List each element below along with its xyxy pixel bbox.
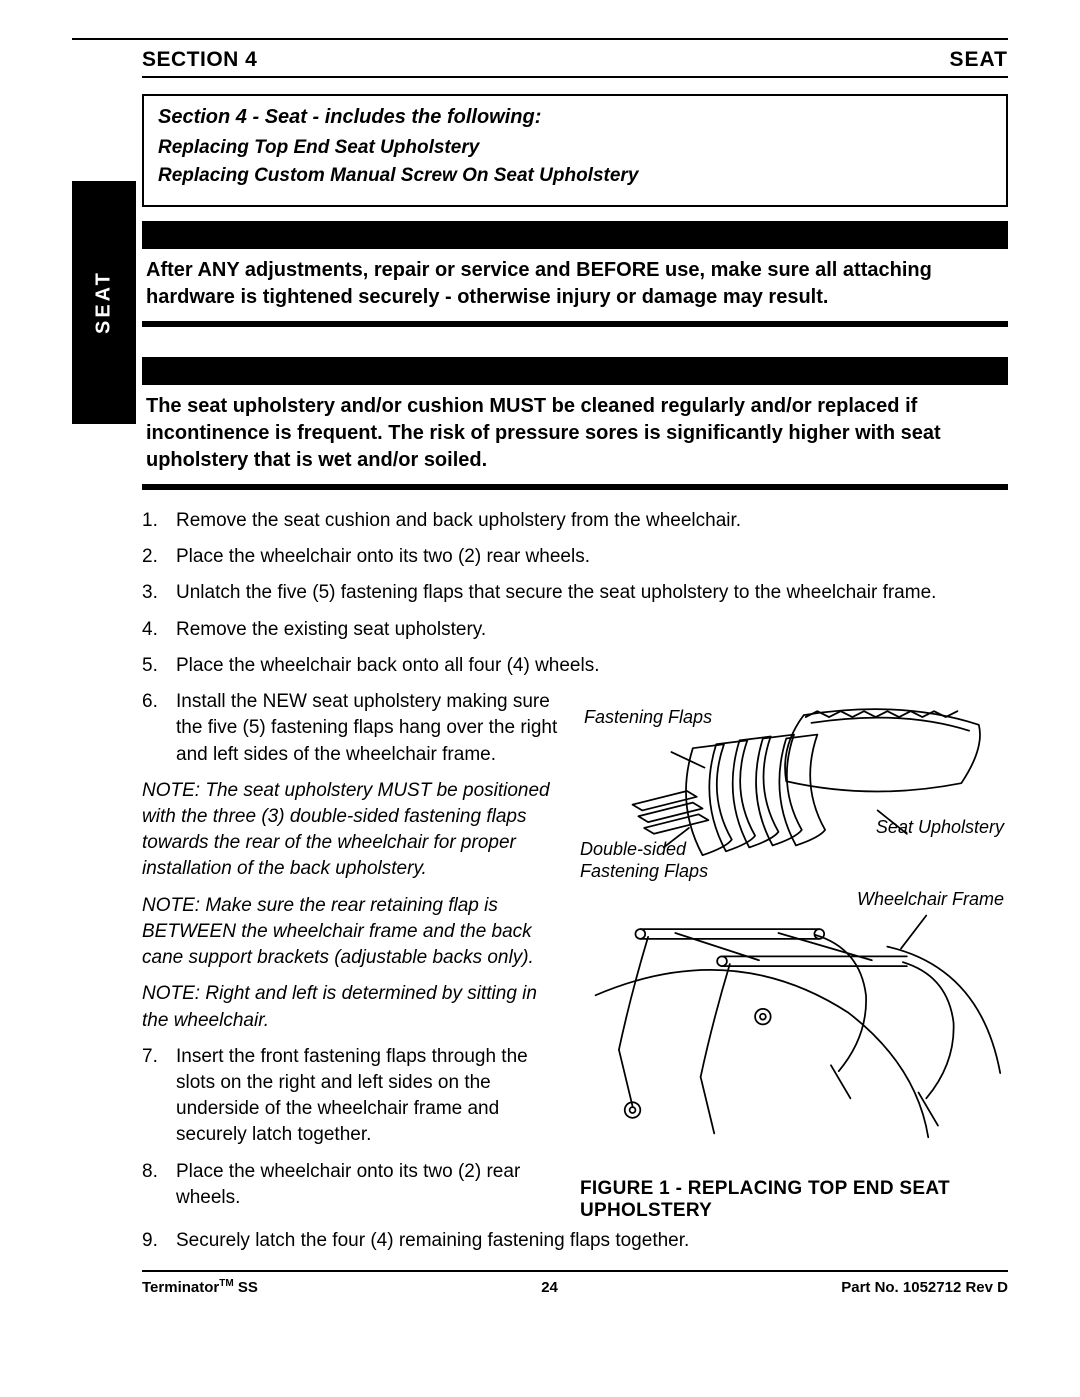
figure-caption: FIGURE 1 - REPLACING TOP END SEAT UPHOLS… [580, 1178, 1008, 1222]
step-item: Install the NEW seat upholstery making s… [142, 689, 562, 768]
includes-item: Replacing Top End Seat Upholstery [158, 137, 992, 159]
step-item: Unlatch the five (5) fastening flaps tha… [142, 580, 1008, 606]
warning-bar [142, 221, 1008, 249]
two-column-region: Install the NEW seat upholstery making s… [142, 689, 1008, 1222]
step-item: Remove the existing seat upholstery. [142, 617, 1008, 643]
top-rule [72, 38, 1008, 40]
content-area: Section 4 - Seat - includes the followin… [142, 78, 1008, 1254]
note-text: NOTE: Right and left is determined by si… [142, 981, 562, 1033]
footer-page-number: 24 [541, 1279, 558, 1296]
step-item: Place the wheelchair onto its two (2) re… [142, 1159, 562, 1211]
section-label: SECTION 4 [142, 48, 257, 72]
step-item: Insert the front fastening flaps through… [142, 1044, 562, 1149]
step-item: Remove the seat cushion and back upholst… [142, 508, 1008, 534]
steps-list-7-8: Insert the front fastening flaps through… [142, 1044, 562, 1211]
steps-list-9: Securely latch the four (4) remaining fa… [142, 1228, 1008, 1254]
footer-product: TerminatorTM SS [142, 1278, 258, 1296]
note-text: NOTE: Make sure the rear retaining flap … [142, 893, 562, 972]
figure-label-double-sided: Double-sided Fastening Flaps [580, 839, 720, 882]
includes-box: Section 4 - Seat - includes the followin… [142, 94, 1008, 207]
step-item: Place the wheelchair onto its two (2) re… [142, 544, 1008, 570]
warning-block-1: After ANY adjustments, repair or service… [142, 221, 1008, 327]
figure-1: Fastening Flaps Seat Upholstery Double-s… [580, 689, 1008, 1222]
section-topic: SEAT [950, 48, 1008, 72]
figure-label-fastening-flaps: Fastening Flaps [584, 707, 712, 729]
figure-label-wheelchair-frame: Wheelchair Frame [857, 889, 1004, 911]
side-tab: SEAT [72, 181, 136, 424]
footer-part-number: Part No. 1052712 Rev D [841, 1279, 1008, 1296]
warning-text: After ANY adjustments, repair or service… [142, 249, 1008, 327]
note-text: NOTE: The seat upholstery MUST be positi… [142, 778, 562, 883]
figure-illustration [580, 697, 1008, 1169]
page: SECTION 4 SEAT SEAT Section 4 - Seat - i… [0, 0, 1080, 1397]
left-column: Install the NEW seat upholstery making s… [142, 689, 562, 1222]
step-item: Place the wheelchair back onto all four … [142, 653, 1008, 679]
warning-block-2: The seat upholstery and/or cushion MUST … [142, 357, 1008, 490]
steps-list-6: Install the NEW seat upholstery making s… [142, 689, 562, 768]
footer: TerminatorTM SS 24 Part No. 1052712 Rev … [72, 1272, 1008, 1296]
figure-label-seat-upholstery: Seat Upholstery [876, 817, 1004, 839]
right-column: Fastening Flaps Seat Upholstery Double-s… [580, 689, 1008, 1222]
includes-item: Replacing Custom Manual Screw On Seat Up… [158, 165, 992, 187]
step-item: Securely latch the four (4) remaining fa… [142, 1228, 1008, 1254]
warning-text: The seat upholstery and/or cushion MUST … [142, 385, 1008, 490]
page-header: SECTION 4 SEAT [72, 48, 1008, 76]
steps-list-top: Remove the seat cushion and back upholst… [142, 508, 1008, 679]
includes-title: Section 4 - Seat - includes the followin… [158, 106, 992, 129]
warning-bar [142, 357, 1008, 385]
